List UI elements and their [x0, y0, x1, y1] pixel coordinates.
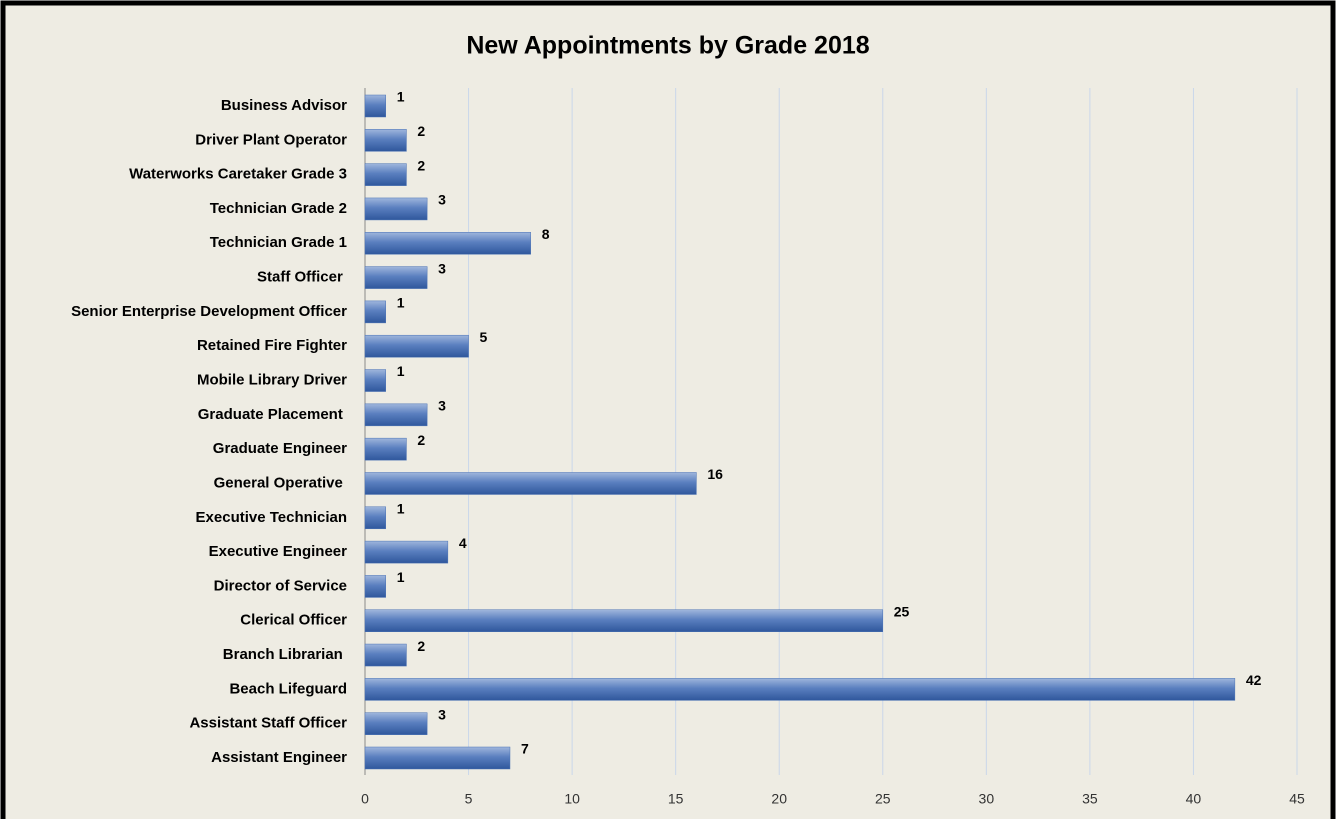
data-label: 1: [397, 500, 405, 516]
x-tick-label: 25: [875, 791, 891, 807]
data-label: 1: [397, 363, 405, 379]
y-tick-label: Waterworks Caretaker Grade 3: [129, 166, 347, 183]
data-label: 16: [707, 466, 723, 482]
y-tick-label: Clerical Officer: [240, 612, 347, 629]
chart-title: New Appointments by Grade 2018: [466, 32, 869, 60]
data-label: 3: [438, 398, 446, 414]
data-label: 1: [397, 295, 405, 311]
y-tick-label: General Operative: [214, 474, 347, 491]
y-tick-label: Staff Officer: [257, 269, 347, 286]
y-tick-label: Beach Lifeguard: [229, 680, 347, 697]
y-tick-label: Graduate Engineer: [213, 440, 347, 457]
bar: [364, 437, 407, 461]
x-tick-label: 45: [1289, 791, 1305, 807]
bar: [364, 94, 386, 118]
data-label: 42: [1246, 672, 1262, 688]
bar: [364, 643, 407, 667]
data-label: 1: [397, 89, 405, 105]
y-tick-label: Technician Grade 2: [210, 200, 347, 217]
bar: [364, 197, 428, 221]
x-tick-label: 35: [1082, 791, 1098, 807]
bar: [364, 403, 428, 427]
data-label: 1: [397, 569, 405, 585]
data-label: 3: [438, 706, 446, 722]
bar: [364, 129, 407, 152]
x-tick-label: 20: [771, 791, 787, 807]
data-label: 2: [417, 432, 425, 448]
data-label: 4: [459, 535, 467, 551]
y-tick-label: Retained Fire Fighter: [197, 337, 347, 354]
bar: [364, 712, 428, 735]
x-tick-label: 5: [465, 791, 473, 807]
y-tick-label: Driver Plant Operator: [195, 131, 347, 148]
bar: [364, 232, 531, 255]
bar: [364, 609, 884, 632]
data-label: 7: [521, 741, 529, 757]
bar: [364, 506, 386, 530]
bar: [364, 300, 386, 324]
y-tick-label: Senior Enterprise Development Officer: [71, 303, 347, 320]
y-tick-label: Business Advisor: [221, 97, 347, 114]
x-tick-label: 30: [979, 791, 995, 807]
data-label: 25: [894, 603, 910, 619]
y-tick-label: Executive Technician: [196, 509, 347, 526]
y-tick-label: Director of Service: [214, 577, 347, 594]
data-label: 3: [438, 192, 446, 208]
data-label: 5: [480, 329, 488, 345]
x-tick-label: 40: [1186, 791, 1202, 807]
bar: [364, 746, 511, 770]
data-label: 2: [417, 157, 425, 173]
y-tick-label: Executive Engineer: [209, 543, 348, 560]
bar: [364, 334, 469, 358]
bar: [364, 472, 697, 495]
y-tick-label: Mobile Library Driver: [197, 371, 347, 388]
y-tick-label: Branch Librarian: [223, 646, 347, 663]
data-label: 8: [542, 226, 550, 242]
y-tick-label: Assistant Staff Officer: [189, 715, 347, 732]
data-label: 2: [417, 123, 425, 139]
y-tick-label: Assistant Engineer: [211, 749, 347, 766]
bar: [364, 678, 1236, 701]
bar: [364, 369, 386, 392]
y-tick-label: Graduate Placement: [198, 406, 347, 423]
x-tick-label: 10: [564, 791, 580, 807]
y-tick-label: Technician Grade 1: [210, 234, 347, 251]
bar: [364, 540, 449, 564]
x-tick-label: 15: [668, 791, 684, 807]
bar: [364, 575, 386, 598]
data-label: 2: [417, 638, 425, 654]
bar: [364, 163, 407, 186]
x-tick-label: 0: [361, 791, 369, 807]
bar: [364, 266, 428, 289]
data-label: 3: [438, 260, 446, 276]
